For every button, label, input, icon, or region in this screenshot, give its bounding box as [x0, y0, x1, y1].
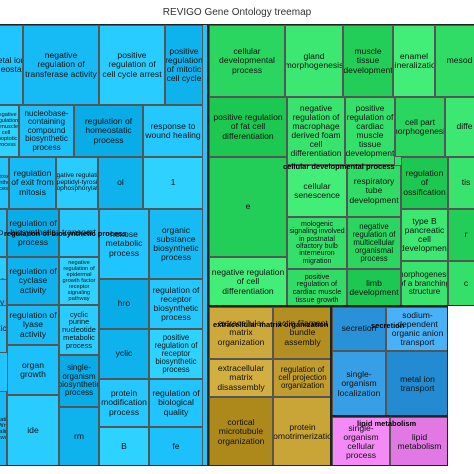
treemap-tile: regulation of ossification — [401, 157, 448, 209]
treemap-tile: nucleobase-containing compound biosynthe… — [19, 105, 74, 157]
treemap-tile: single-organism biosynthetic process — [59, 355, 99, 407]
treemap-tile-fragment: ol — [98, 157, 143, 209]
treemap-group-extracellular-matrix-organization: extracellular matrix organization actin f… — [208, 306, 331, 466]
treemap-tile: positive regulation of mitotic cell cycl… — [165, 25, 203, 105]
treemap-tile: response to wound healing — [143, 105, 203, 157]
treemap-tile: negative regulation of macrophage derive… — [287, 97, 345, 165]
treemap-tile: regulation of exit from mitosis — [9, 157, 56, 209]
treemap-tile: lipid metabolism — [390, 417, 447, 465]
treemap-tile: sodium-dependent organic anion transport — [386, 307, 447, 351]
treemap-tile: positive regulation of fat cell differen… — [209, 97, 287, 157]
treemap-tile: positive regulation of cardiac muscle ti… — [345, 97, 395, 165]
treemap-tile: hexose metabolic process — [99, 209, 149, 279]
treemap-tile: secretion — [332, 307, 386, 351]
treemap-tile: cortical microtubule organization — [209, 397, 273, 465]
treemap-group-lipid-metabolism: single-organism cellular process lipid me… — [331, 416, 448, 466]
treemap-tile-fragment: ide — [7, 395, 59, 465]
treemap-tile-fragment: io — [0, 209, 7, 257]
treemap-tile-fragment: diffe — [445, 97, 474, 157]
treemap-tile: metal ion homeostasis — [0, 25, 23, 105]
treemap-tile: regulation of Wnt signaling pathway — [0, 391, 7, 465]
treemap-tile-fragment: yclic — [99, 329, 149, 379]
treemap-tile: regulation of cell projection organizati… — [273, 359, 330, 397]
treemap-tile: negative regulation of cell differentiat… — [209, 257, 287, 305]
treemap-tile: regulation of biosynthetic process — [7, 209, 59, 257]
treemap-tile: limb development — [347, 269, 401, 305]
treemap-tile: morphogenesis of a branching structure — [401, 261, 448, 305]
treemap-tile: negative regulation of epidermal growth … — [59, 257, 99, 305]
treemap-tile: cyclic purine nucleotide metabolic proce… — [59, 305, 99, 355]
treemap-tile-fragment: hro — [99, 279, 149, 329]
treemap-tile: actin filament bundle assembly — [273, 307, 330, 359]
treemap-tile: transport — [59, 209, 99, 257]
treemap-group-regulation-of-biosynthetic-process: metal ion homeostasisnegative regulation… — [0, 24, 208, 466]
treemap-group-secretion: secretion sodium-dependent organic anion … — [331, 306, 448, 416]
treemap-tile: cellular senescence — [287, 165, 347, 217]
treemap-tile: single-organism localization — [332, 351, 386, 415]
treemap-tile-fragment: e — [209, 157, 287, 257]
treemap-tile-fragment: c — [448, 261, 474, 305]
treemap-tile: metal ion transport — [386, 351, 447, 415]
treemap-tile: organic substance biosynthetic process — [149, 209, 203, 279]
treemap-tile: cellular developmental process — [209, 25, 285, 97]
treemap-tile: positive regulation of receptor biosynth… — [149, 329, 203, 379]
treemap-tile: regulation of lyase activity — [7, 305, 59, 345]
treemap-tile: positive regulation of cardiac muscle ti… — [287, 269, 347, 305]
treemap-tile: negative regulation of transferase activ… — [23, 25, 99, 105]
treemap-tile: gland morphogenesis — [285, 25, 343, 97]
treemap-tile: regulation of biological quality — [149, 379, 203, 427]
treemap-tile: mologenic signaling involved in postnata… — [287, 217, 347, 269]
treemap-tile-fragment: atic — [0, 305, 7, 353]
treemap-tile: respiratory tube development — [347, 165, 401, 217]
treemap-tile-fragment: mesod — [435, 25, 474, 97]
treemap-tile-fragment: fe — [149, 427, 203, 465]
treemap-group-cellular-developmental-process: cellular developmental process gland morp… — [208, 24, 474, 306]
treemap-tile: lactose biosynthetic process — [0, 157, 9, 209]
treemap-tile: negative regulation of peptidyl-tyrosine… — [56, 157, 98, 209]
treemap-tile: extracellular matrix organization — [209, 307, 273, 359]
treemap-tile-fragment: r — [448, 209, 474, 261]
treemap-tile: regulation of homeostatic process — [74, 105, 143, 157]
treemap-tile: regulation of cyclase activity — [7, 257, 59, 305]
treemap-tile: organ growth — [7, 345, 59, 395]
chart-title: REVIGO Gene Ontology treemap — [162, 7, 312, 18]
treemap-tile: cell part morphogenesis — [395, 97, 445, 157]
treemap-tile: protein homotrimerization — [273, 397, 330, 465]
treemap-tile: type B pancreatic cell development — [401, 209, 448, 261]
treemap-tile: positive regulation of cell cycle arrest — [99, 25, 165, 105]
treemap-tile: negative regulation of multicellular org… — [347, 217, 401, 269]
treemap-tile: muscle tissue development — [343, 25, 393, 97]
treemap-tile: negative regulation of muscle cell apopt… — [0, 105, 19, 157]
treemap-plot: metal ion homeostasisnegative regulation… — [0, 24, 474, 466]
treemap-tile-fragment: tis — [448, 157, 474, 209]
treemap-tile: extracellular matrix disassembly — [209, 359, 273, 397]
treemap-tile: protein modification process — [99, 379, 149, 427]
treemap-tile: single-organism cellular process — [332, 417, 390, 465]
treemap-tile-fragment: 1 — [143, 157, 203, 209]
treemap-tile-fragment: B — [99, 427, 149, 465]
treemap-tile: enamel mineralization — [393, 25, 435, 97]
treemap-tile-fragment: rm — [59, 407, 99, 465]
treemap-tile: regulation of receptor biosynthetic proc… — [149, 279, 203, 329]
